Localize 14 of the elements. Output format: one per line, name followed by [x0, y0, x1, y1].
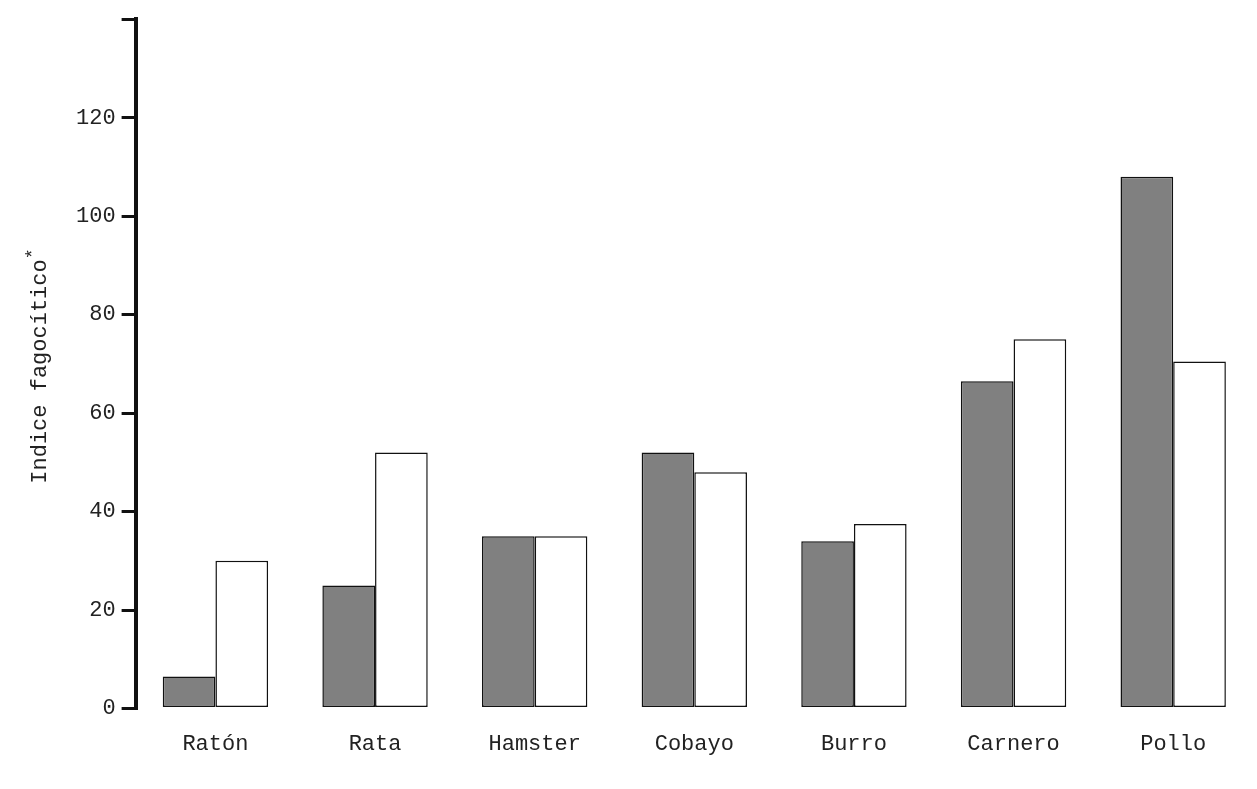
y-tick-label: 20: [89, 597, 116, 623]
x-tick-label: Pollo: [1140, 731, 1207, 757]
x-tick-label: Carnero: [967, 731, 1060, 757]
x-tick-label: Burro: [820, 731, 887, 757]
y-tick-label: 40: [89, 499, 116, 525]
x-tick-label: Cobayo: [654, 731, 734, 757]
y-tick-label: 120: [76, 105, 116, 131]
y-tick-label: 60: [89, 400, 116, 426]
y-tick-label: 100: [76, 204, 116, 229]
y-tick-label: 0: [102, 696, 116, 722]
x-tick-label: Rata: [348, 731, 402, 757]
x-tick-label: Hamster: [488, 731, 581, 757]
y-tick-label: 80: [89, 302, 116, 328]
x-tick-label: Ratón: [182, 731, 249, 757]
